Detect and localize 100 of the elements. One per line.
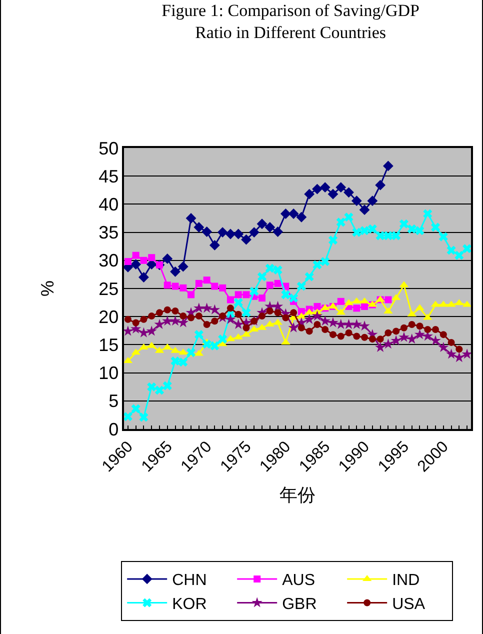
point: [415, 226, 424, 236]
point: [132, 319, 140, 326]
point: [430, 222, 440, 232]
point: [368, 336, 376, 343]
point: [124, 316, 132, 323]
point: [320, 316, 330, 326]
point: [423, 209, 432, 218]
point: [446, 246, 456, 255]
legend-label: USA: [392, 596, 426, 614]
point: [359, 320, 370, 331]
point: [242, 308, 251, 318]
point: [140, 316, 148, 323]
point: [322, 326, 329, 334]
point: [225, 314, 236, 324]
point: [194, 302, 204, 313]
y-tick-label: 50: [98, 138, 119, 158]
point: [219, 284, 226, 292]
point: [233, 318, 244, 329]
point: [124, 326, 134, 336]
point: [162, 316, 173, 326]
y-tick-label: 10: [98, 363, 119, 384]
point: [353, 304, 360, 312]
point: [257, 272, 267, 282]
point: [203, 320, 210, 328]
point: [456, 346, 463, 353]
y-tick-label: 25: [98, 278, 119, 299]
point: [146, 326, 157, 336]
y-tick-label: 45: [98, 166, 119, 186]
point: [148, 312, 156, 320]
point: [406, 333, 418, 344]
point: [304, 314, 315, 324]
point: [194, 222, 204, 232]
legend-label: CHN: [172, 572, 207, 590]
point: [438, 232, 448, 242]
point: [180, 312, 187, 320]
point: [164, 306, 171, 314]
point: [288, 208, 299, 219]
point: [304, 272, 314, 282]
point: [280, 208, 291, 219]
point: [266, 282, 274, 289]
point: [343, 318, 354, 329]
point: [352, 228, 362, 237]
point: [288, 322, 299, 332]
point: [374, 342, 386, 352]
point: [454, 250, 464, 260]
point: [195, 312, 202, 320]
point: [258, 294, 266, 302]
point: [448, 338, 455, 346]
point: [226, 304, 234, 312]
point: [320, 257, 330, 266]
point: [203, 276, 210, 284]
point: [438, 342, 449, 352]
point: [289, 294, 298, 303]
point: [140, 256, 148, 264]
point: [361, 302, 368, 310]
point: [329, 331, 336, 338]
point: [172, 307, 179, 314]
point: [178, 261, 188, 272]
point: [462, 244, 471, 254]
point: [384, 329, 392, 336]
point: [312, 184, 322, 194]
point: [414, 328, 426, 340]
point: [124, 258, 132, 266]
y-tick-label: 5: [108, 391, 119, 412]
point: [164, 282, 171, 289]
point: [432, 326, 440, 334]
point: [376, 231, 385, 240]
point: [407, 224, 416, 234]
point: [258, 312, 266, 320]
legend-label: KOR: [172, 596, 207, 614]
point: [306, 328, 313, 335]
point: [328, 317, 338, 328]
point: [314, 320, 321, 328]
point: [446, 348, 457, 359]
point: [296, 282, 306, 291]
point: [454, 352, 464, 362]
point: [376, 336, 384, 343]
point: [170, 266, 180, 277]
point: [360, 226, 370, 236]
point: [162, 254, 173, 264]
point: [234, 291, 242, 298]
point: [154, 386, 164, 395]
point: [130, 259, 142, 270]
point: [375, 180, 386, 190]
point: [195, 280, 202, 287]
point: [359, 204, 370, 216]
point: [242, 324, 250, 332]
point: [241, 234, 252, 245]
point: [180, 284, 187, 292]
point: [210, 341, 220, 350]
point: [170, 316, 181, 326]
point: [124, 412, 132, 422]
point: [202, 340, 212, 349]
point: [234, 310, 242, 318]
point: [462, 300, 471, 307]
point: [188, 314, 195, 322]
point: [304, 188, 315, 200]
point: [148, 254, 156, 262]
y-axis-title: %: [37, 280, 58, 297]
point: [138, 272, 149, 282]
